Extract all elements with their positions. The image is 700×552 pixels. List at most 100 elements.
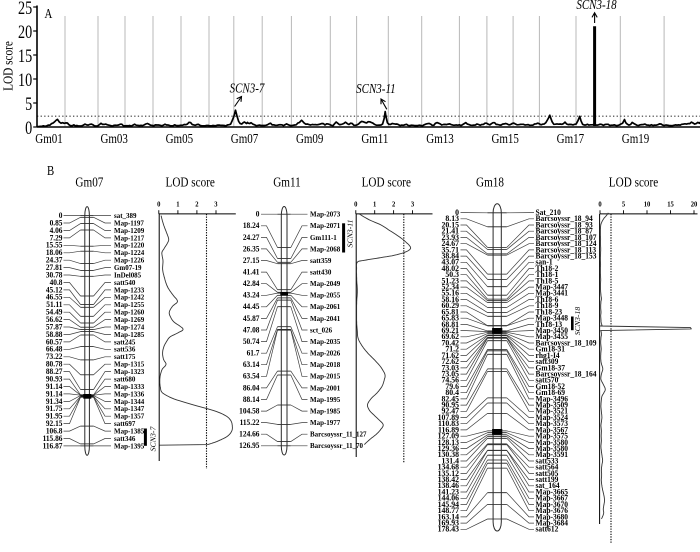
svg-text:0: 0 [455, 208, 459, 217]
svg-text:Map-1977: Map-1977 [310, 418, 341, 427]
svg-text:sct_026: sct_026 [310, 325, 332, 334]
svg-text:Map-3573: Map-3573 [536, 419, 569, 428]
svg-text:41.41: 41.41 [243, 267, 260, 276]
svg-text:0: 0 [354, 200, 358, 208]
svg-text:Gm19: Gm19 [622, 131, 649, 146]
svg-text:Map-1233: Map-1233 [114, 285, 145, 294]
svg-text:106.8: 106.8 [46, 426, 63, 435]
svg-text:Map-2041: Map-2041 [310, 313, 341, 322]
svg-text:Map-1242: Map-1242 [114, 292, 145, 301]
svg-text:129.36: 129.36 [438, 444, 459, 453]
svg-text:138.46: 138.46 [438, 481, 459, 490]
svg-text:Map-2055: Map-2055 [310, 290, 341, 299]
svg-text:51.11: 51.11 [46, 300, 62, 309]
svg-text:138.42: 138.42 [438, 475, 459, 484]
svg-text:Barcsoyssr_18_153: Barcsoyssr_18_153 [536, 251, 597, 260]
svg-text:Map-1385: Map-1385 [114, 426, 145, 435]
svg-text:Barcsoyssr_18_113: Barcsoyssr_18_113 [536, 245, 597, 254]
svg-text:169.93: 169.93 [438, 518, 459, 527]
svg-text:Map-3496: Map-3496 [536, 394, 569, 403]
svg-text:145.94: 145.94 [438, 500, 459, 509]
svg-text:134.68: 134.68 [438, 462, 459, 471]
svg-text:135.12: 135.12 [438, 468, 459, 477]
svg-text:80.4: 80.4 [445, 388, 459, 397]
svg-text:88.14: 88.14 [243, 395, 260, 404]
svg-text:satt564: satt564 [536, 462, 559, 471]
svg-text:80.78: 80.78 [46, 359, 63, 368]
svg-text:50.3: 50.3 [445, 270, 459, 279]
svg-text:Gm18-69: Gm18-69 [536, 388, 566, 397]
svg-text:Barcsoyssr_18_124: Barcsoyssr_18_124 [536, 239, 597, 248]
svg-text:3: 3 [411, 200, 415, 208]
svg-text:Gm07-19: Gm07-19 [114, 263, 142, 272]
svg-text:10: 10 [18, 69, 32, 90]
svg-text:15: 15 [18, 45, 32, 66]
svg-text:Map-1347: Map-1347 [114, 404, 145, 413]
svg-text:40.8: 40.8 [50, 278, 63, 287]
svg-text:Barcsoyssr_11_70: Barcsoyssr_11_70 [310, 441, 363, 450]
svg-text:68.81: 68.81 [441, 319, 459, 328]
svg-text:sat_389: sat_389 [114, 211, 137, 220]
svg-text:70.42: 70.42 [441, 338, 459, 347]
svg-text:60.29: 60.29 [441, 301, 459, 310]
svg-text:Gm13: Gm13 [426, 131, 453, 146]
svg-text:Map-1285: Map-1285 [114, 330, 145, 339]
svg-text:Barcsoyssr_18_164: Barcsoyssr_18_164 [536, 369, 597, 378]
svg-text:45.12: 45.12 [46, 285, 63, 294]
svg-text:LOD score: LOD score [165, 174, 215, 189]
svg-text:Map-3455: Map-3455 [536, 332, 569, 341]
svg-text:92.15: 92.15 [46, 419, 63, 428]
svg-text:65.81: 65.81 [441, 307, 459, 316]
svg-text:Map-3450: Map-3450 [536, 326, 569, 335]
svg-text:55.16: 55.16 [441, 288, 459, 297]
svg-text:Map-3509: Map-3509 [536, 400, 569, 409]
svg-text:SCN3-18: SCN3-18 [573, 307, 582, 336]
svg-text:satt540: satt540 [114, 278, 136, 287]
svg-text:86.04: 86.04 [243, 383, 260, 392]
svg-text:Gm17: Gm17 [557, 131, 584, 146]
svg-text:Th18-23: Th18-23 [536, 307, 563, 316]
svg-text:SCN3-7: SCN3-7 [230, 80, 265, 95]
svg-text:Map-3676: Map-3676 [536, 506, 569, 515]
svg-text:satt533: satt533 [536, 456, 559, 465]
svg-text:58.88: 58.88 [46, 330, 63, 339]
svg-text:69.62: 69.62 [441, 332, 459, 341]
svg-text:Map-1333: Map-1333 [114, 382, 145, 391]
svg-text:Map-2049: Map-2049 [310, 279, 341, 288]
svg-text:Map-3441: Map-3441 [536, 288, 569, 297]
svg-text:144.06: 144.06 [438, 493, 459, 502]
svg-text:0.85: 0.85 [50, 218, 63, 227]
svg-text:82.45: 82.45 [441, 394, 459, 403]
svg-text:Gm18-37: Gm18-37 [536, 363, 566, 372]
svg-text:54.49: 54.49 [46, 307, 63, 316]
svg-text:satt199: satt199 [536, 475, 559, 484]
svg-text:20: 20 [691, 200, 698, 208]
svg-text:25: 25 [18, 0, 32, 19]
svg-text:Map-2073: Map-2073 [310, 209, 341, 218]
svg-text:30.78: 30.78 [46, 270, 63, 279]
svg-text:0: 0 [598, 200, 602, 208]
svg-text:Th18-13: Th18-13 [536, 319, 563, 328]
svg-text:79.6: 79.6 [445, 382, 459, 391]
svg-text:satt346: satt346 [114, 434, 136, 443]
svg-text:Gm18-31: Gm18-31 [536, 344, 566, 353]
svg-text:Barcsoyssr_18_93: Barcsoyssr_18_93 [536, 220, 593, 229]
svg-text:15.55: 15.55 [46, 240, 63, 249]
svg-text:LOD score: LOD score [362, 174, 412, 189]
svg-text:110.83: 110.83 [438, 419, 459, 428]
svg-text:74.56: 74.56 [441, 375, 459, 384]
svg-text:A: A [45, 6, 53, 22]
svg-text:0: 0 [59, 211, 63, 220]
svg-text:116.87: 116.87 [43, 441, 63, 450]
svg-text:73.05: 73.05 [441, 369, 459, 378]
svg-text:10: 10 [644, 200, 651, 208]
svg-text:71.62: 71.62 [441, 351, 459, 360]
svg-text:116.89: 116.89 [438, 425, 459, 434]
svg-text:Map-2026: Map-2026 [310, 348, 341, 357]
svg-text:21.41: 21.41 [441, 226, 459, 235]
svg-text:26.35: 26.35 [243, 244, 260, 253]
svg-text:61.7: 61.7 [247, 348, 260, 357]
svg-text:7.29: 7.29 [50, 233, 63, 242]
svg-text:15: 15 [667, 200, 674, 208]
svg-text:sat_164: sat_164 [536, 481, 560, 490]
